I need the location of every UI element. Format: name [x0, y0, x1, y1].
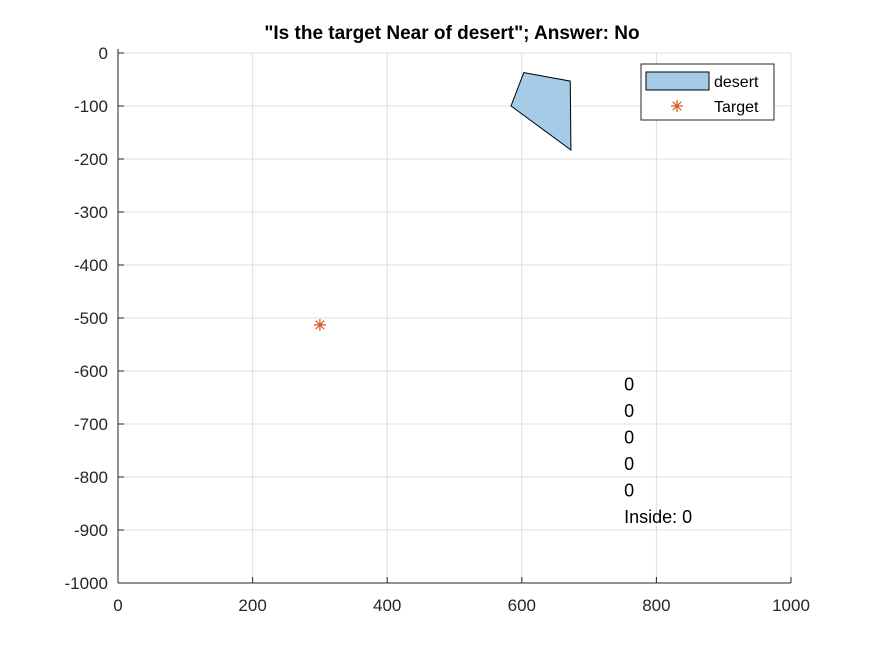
y-tick-label: -400 [74, 256, 108, 275]
legend-swatch-desert [645, 71, 710, 91]
y-tick-label: -900 [74, 521, 108, 540]
y-tick-label: -100 [74, 97, 108, 116]
annotation-line: 0 [624, 374, 634, 394]
axis-lines [117, 49, 791, 584]
legend-target-asterisk [671, 100, 683, 112]
x-tick-label: 200 [238, 596, 266, 615]
target-marker [313, 318, 326, 331]
x-axis-ticks: 0 200 400 600 800 1000 [113, 577, 810, 615]
y-tick-label: -500 [74, 309, 108, 328]
x-tick-label: 0 [113, 596, 122, 615]
x-tick-label: 800 [642, 596, 670, 615]
x-tick-label: 400 [373, 596, 401, 615]
annotation-line: Inside: 0 [624, 507, 692, 527]
annotation-line: 0 [624, 401, 634, 421]
legend-marker-target [671, 100, 683, 112]
x-tick-label: 600 [508, 596, 536, 615]
annotation-text: 0 0 0 0 0 Inside: 0 [624, 374, 692, 527]
legend-label-desert: desert [714, 74, 759, 91]
annotation-line: 0 [624, 480, 634, 500]
y-tick-label: -300 [74, 203, 108, 222]
annotation-line: 0 [624, 427, 634, 447]
legend: desert Target [640, 63, 775, 121]
y-tick-label: 0 [99, 44, 108, 63]
x-tick-label: 1000 [772, 596, 810, 615]
annotation-line: 0 [624, 454, 634, 474]
y-tick-label: -700 [74, 415, 108, 434]
plot-axes: 0 200 400 600 800 1000 0 -100 -200 -300 -400 -500 -… [65, 44, 810, 615]
y-tick-label: -800 [74, 468, 108, 487]
data-layer [313, 72, 572, 331]
y-tick-label: -1000 [65, 574, 108, 593]
y-tick-label: -600 [74, 362, 108, 381]
y-tick-label: -200 [74, 150, 108, 169]
legend-label-target: Target [714, 99, 759, 116]
chart-title: "Is the target Near of desert"; Answer: … [264, 23, 639, 44]
desert-polygon [510, 72, 572, 151]
y-axis-ticks: 0 -100 -200 -300 -400 -500 -600 -700 -800 -900 -10… [65, 44, 124, 593]
